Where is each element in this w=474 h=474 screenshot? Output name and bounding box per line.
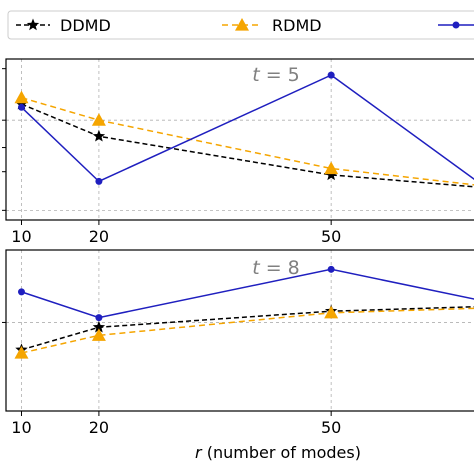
legend-label: RDMD: [272, 16, 322, 35]
legend-entry-ddmd: DDMD: [16, 16, 111, 35]
data-point: [324, 161, 339, 175]
legend-marker: [235, 18, 249, 31]
series-rdmd-line: [14, 90, 474, 186]
legend-entry-blue: [438, 21, 474, 29]
panel-bottom: 10 20 50 t = 8: [2, 249, 474, 437]
legend-entry-rdmd: RDMD: [222, 16, 322, 35]
series-path: [21, 305, 474, 351]
data-point: [324, 305, 339, 319]
data-point: [92, 320, 106, 333]
data-point: [17, 103, 25, 111]
series-path: [21, 103, 474, 188]
series-path: [21, 96, 474, 186]
data-point: [324, 168, 338, 181]
data-point: [92, 129, 106, 142]
x-tick-label: 10: [11, 418, 31, 437]
legend: DDMD RDMD: [7, 10, 474, 40]
data-point: [95, 177, 103, 185]
x-tick-label: 50: [321, 227, 341, 246]
x-tick-label: 20: [89, 418, 109, 437]
panel-top: 10 20 50 t = 5: [2, 58, 474, 246]
legend-marker: [452, 21, 460, 29]
data-point: [17, 288, 25, 296]
x-ticks-top: 10 20 50: [11, 220, 341, 246]
series-rdmd-line: [14, 305, 474, 359]
data-point: [15, 97, 28, 110]
axes-frame-top: [5, 58, 474, 221]
series-path: [20, 74, 474, 183]
series-blue-line: [17, 265, 474, 322]
data-point: [91, 328, 106, 341]
series-blue-line: [17, 71, 474, 185]
x-tick-label: 50: [321, 418, 341, 437]
x-axis-label: r (number of modes): [195, 443, 361, 462]
x-ticks-bottom: 10 20 50: [11, 411, 341, 437]
data-point: [91, 113, 106, 126]
series-path: [21, 268, 474, 319]
data-point: [14, 90, 29, 104]
axes-frame-bottom: [5, 249, 474, 412]
series-path: [21, 307, 474, 354]
data-point: [327, 71, 335, 79]
data-point: [95, 314, 103, 322]
x-tick-label: 10: [11, 227, 31, 246]
panel-label-top: t = 5: [252, 64, 300, 86]
y-ticks-top: [2, 68, 6, 211]
data-point: [327, 265, 335, 273]
data-point: [14, 346, 29, 359]
legend-label: DDMD: [60, 16, 111, 35]
x-tick-label: 20: [89, 227, 109, 246]
panel-label-bottom: t = 8: [252, 257, 300, 279]
series-ddmd-line: [15, 97, 474, 188]
legend-marker: [26, 18, 40, 31]
